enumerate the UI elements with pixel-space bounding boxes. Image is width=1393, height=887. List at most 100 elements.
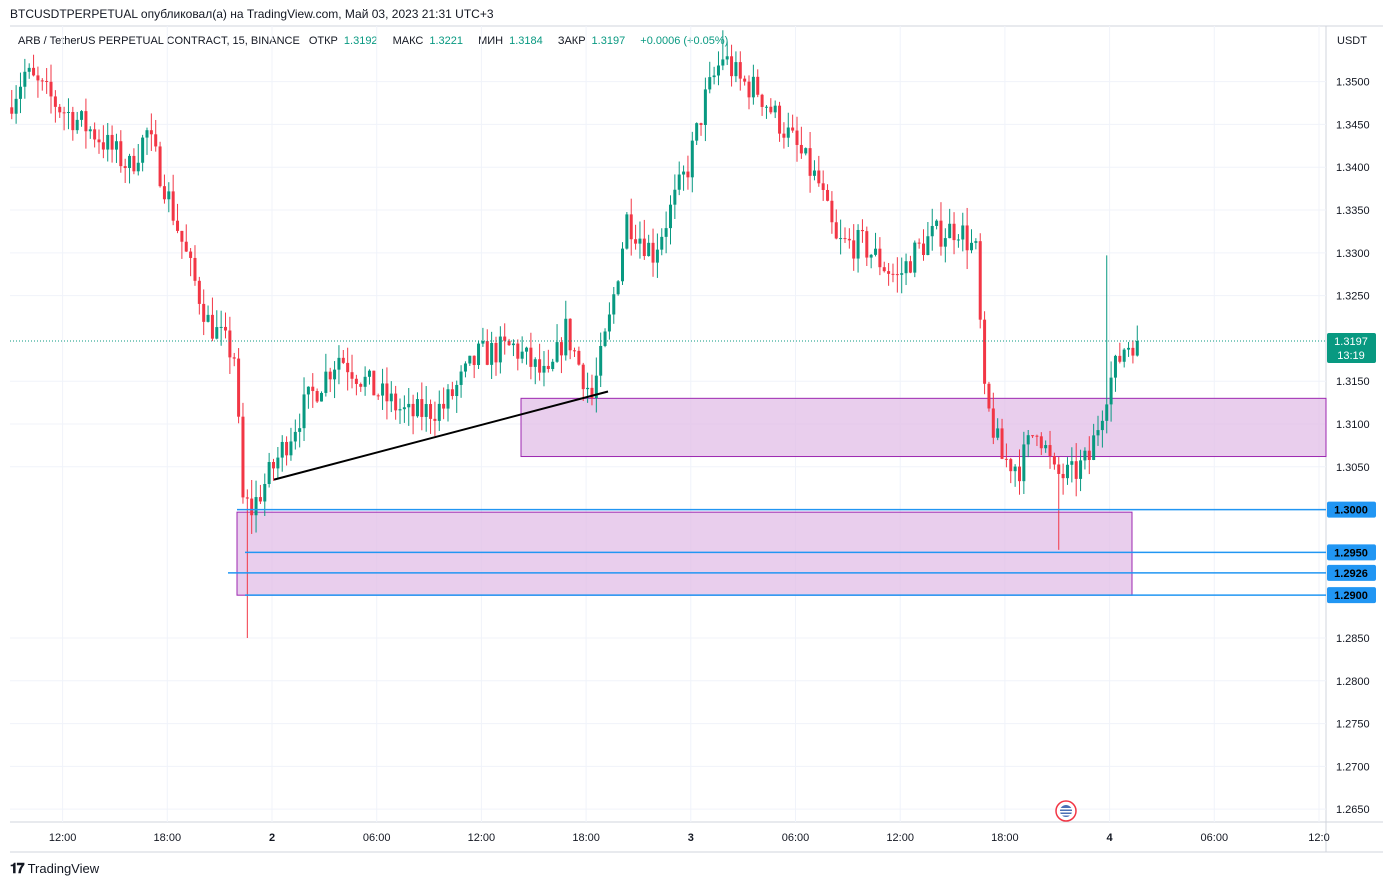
tv-logo-icon[interactable]: 𝟏𝟕 bbox=[10, 860, 25, 876]
y-tick-label: 1.3100 bbox=[1336, 419, 1370, 431]
candle-body bbox=[132, 155, 136, 172]
candle-body bbox=[23, 71, 27, 87]
y-tick-label: 1.2650 bbox=[1336, 804, 1370, 816]
brand-name[interactable]: TradingView bbox=[27, 861, 100, 876]
candle-body bbox=[1122, 349, 1126, 362]
candle-body bbox=[40, 80, 44, 82]
candle-body bbox=[158, 146, 162, 187]
level-tag-0 bbox=[1327, 501, 1376, 518]
candle-body bbox=[280, 441, 284, 458]
candle-body bbox=[804, 148, 808, 154]
candle-body bbox=[721, 59, 725, 66]
candle-body bbox=[1009, 459, 1013, 472]
level-tag-1 bbox=[1327, 544, 1376, 561]
candle-body bbox=[634, 239, 638, 244]
candle-body bbox=[664, 228, 668, 237]
candle-body bbox=[337, 357, 341, 370]
x-tick-label: 2 bbox=[269, 832, 275, 844]
candle-body bbox=[62, 112, 66, 114]
candle-body bbox=[311, 386, 315, 392]
y-tick-label: 1.2700 bbox=[1336, 761, 1370, 773]
candle-body bbox=[568, 318, 572, 351]
candle-body bbox=[1135, 340, 1139, 356]
candle-body bbox=[756, 76, 760, 95]
candle-body bbox=[917, 242, 921, 244]
y-tick-label: 1.2800 bbox=[1336, 676, 1370, 688]
candle-body bbox=[1127, 347, 1131, 350]
candle-body bbox=[498, 336, 502, 363]
symbol-title[interactable]: ARB / TetherUS PERPETUAL CONTRACT, 15, B… bbox=[18, 35, 300, 47]
candle-body bbox=[1017, 466, 1021, 482]
candle-body bbox=[668, 204, 672, 229]
candle-body bbox=[725, 56, 729, 60]
candle-body bbox=[599, 345, 603, 376]
candle-body bbox=[682, 171, 686, 175]
candle-body bbox=[1109, 377, 1113, 405]
candle-body bbox=[1039, 436, 1043, 449]
candle-body bbox=[922, 243, 926, 256]
candle-body bbox=[80, 111, 84, 120]
published-caption: BTCUSDTPERPETUAL опубликовал(а) на Tradi… bbox=[10, 7, 494, 21]
candle-body bbox=[162, 186, 166, 200]
candle-body bbox=[66, 112, 70, 114]
candle-body bbox=[525, 347, 529, 352]
candle-body bbox=[516, 343, 520, 359]
candle-body bbox=[302, 394, 306, 429]
candle-body bbox=[590, 387, 594, 398]
price-tags: 1.3197 13:19 1.3000 1.2950 1.2926 1.2900 bbox=[1327, 332, 1376, 604]
candle-body bbox=[106, 134, 110, 150]
candle-body bbox=[607, 314, 611, 332]
candle-body bbox=[429, 404, 433, 419]
candle-body bbox=[415, 399, 419, 417]
candle-body bbox=[485, 341, 489, 365]
candle-body bbox=[267, 462, 271, 484]
candle-body bbox=[629, 214, 633, 240]
candle-body bbox=[18, 86, 22, 99]
candle-body bbox=[71, 112, 75, 131]
candle-body bbox=[407, 403, 411, 408]
candle-body bbox=[655, 249, 659, 263]
candle-body bbox=[642, 238, 646, 257]
y-tick-label: 1.3150 bbox=[1336, 376, 1370, 388]
candle-body bbox=[114, 141, 118, 150]
change-value: +0.0006 (+0.05%) bbox=[640, 35, 729, 47]
candle-body bbox=[258, 497, 262, 502]
flag-icon[interactable] bbox=[1055, 800, 1077, 822]
level-tag-label: 1.3000 bbox=[1334, 505, 1368, 517]
candle-body bbox=[503, 336, 507, 341]
candle-body bbox=[996, 428, 1000, 438]
candle-body bbox=[1096, 430, 1100, 436]
candle-body bbox=[167, 191, 171, 200]
candle-body bbox=[952, 223, 956, 241]
candle-body bbox=[507, 340, 511, 346]
candle-body bbox=[272, 462, 275, 469]
y-tick-label: 1.3450 bbox=[1336, 119, 1370, 131]
candle-body bbox=[895, 274, 899, 276]
high-value: МАКС 1.3221 bbox=[392, 35, 464, 47]
price-axis: 1.3500 1.3450 1.3400 1.3350 1.3300 1.3250 1.31… bbox=[1336, 77, 1370, 817]
candle-body bbox=[14, 98, 18, 114]
candle-body bbox=[232, 357, 236, 359]
candle-body bbox=[983, 319, 987, 384]
candle-body bbox=[228, 330, 232, 358]
candle-body bbox=[75, 119, 79, 131]
x-tick-label: 3 bbox=[688, 832, 694, 844]
candle-body bbox=[913, 242, 917, 273]
candle-body bbox=[1035, 435, 1039, 437]
candle-body bbox=[328, 371, 332, 380]
candle-body bbox=[791, 127, 795, 131]
candle-body bbox=[747, 81, 751, 98]
candle-body bbox=[546, 365, 550, 369]
candle-body bbox=[690, 140, 694, 178]
candle-body bbox=[577, 350, 581, 365]
candle-body bbox=[298, 428, 302, 432]
countdown-value: 13:19 bbox=[1337, 350, 1365, 362]
candle-body bbox=[865, 231, 869, 258]
candle-body bbox=[559, 342, 563, 356]
candle-body bbox=[324, 371, 328, 393]
y-tick-label: 1.3350 bbox=[1336, 205, 1370, 217]
level-tag-3 bbox=[1327, 587, 1376, 604]
candle-body bbox=[581, 364, 585, 390]
candle-body bbox=[1118, 355, 1122, 362]
